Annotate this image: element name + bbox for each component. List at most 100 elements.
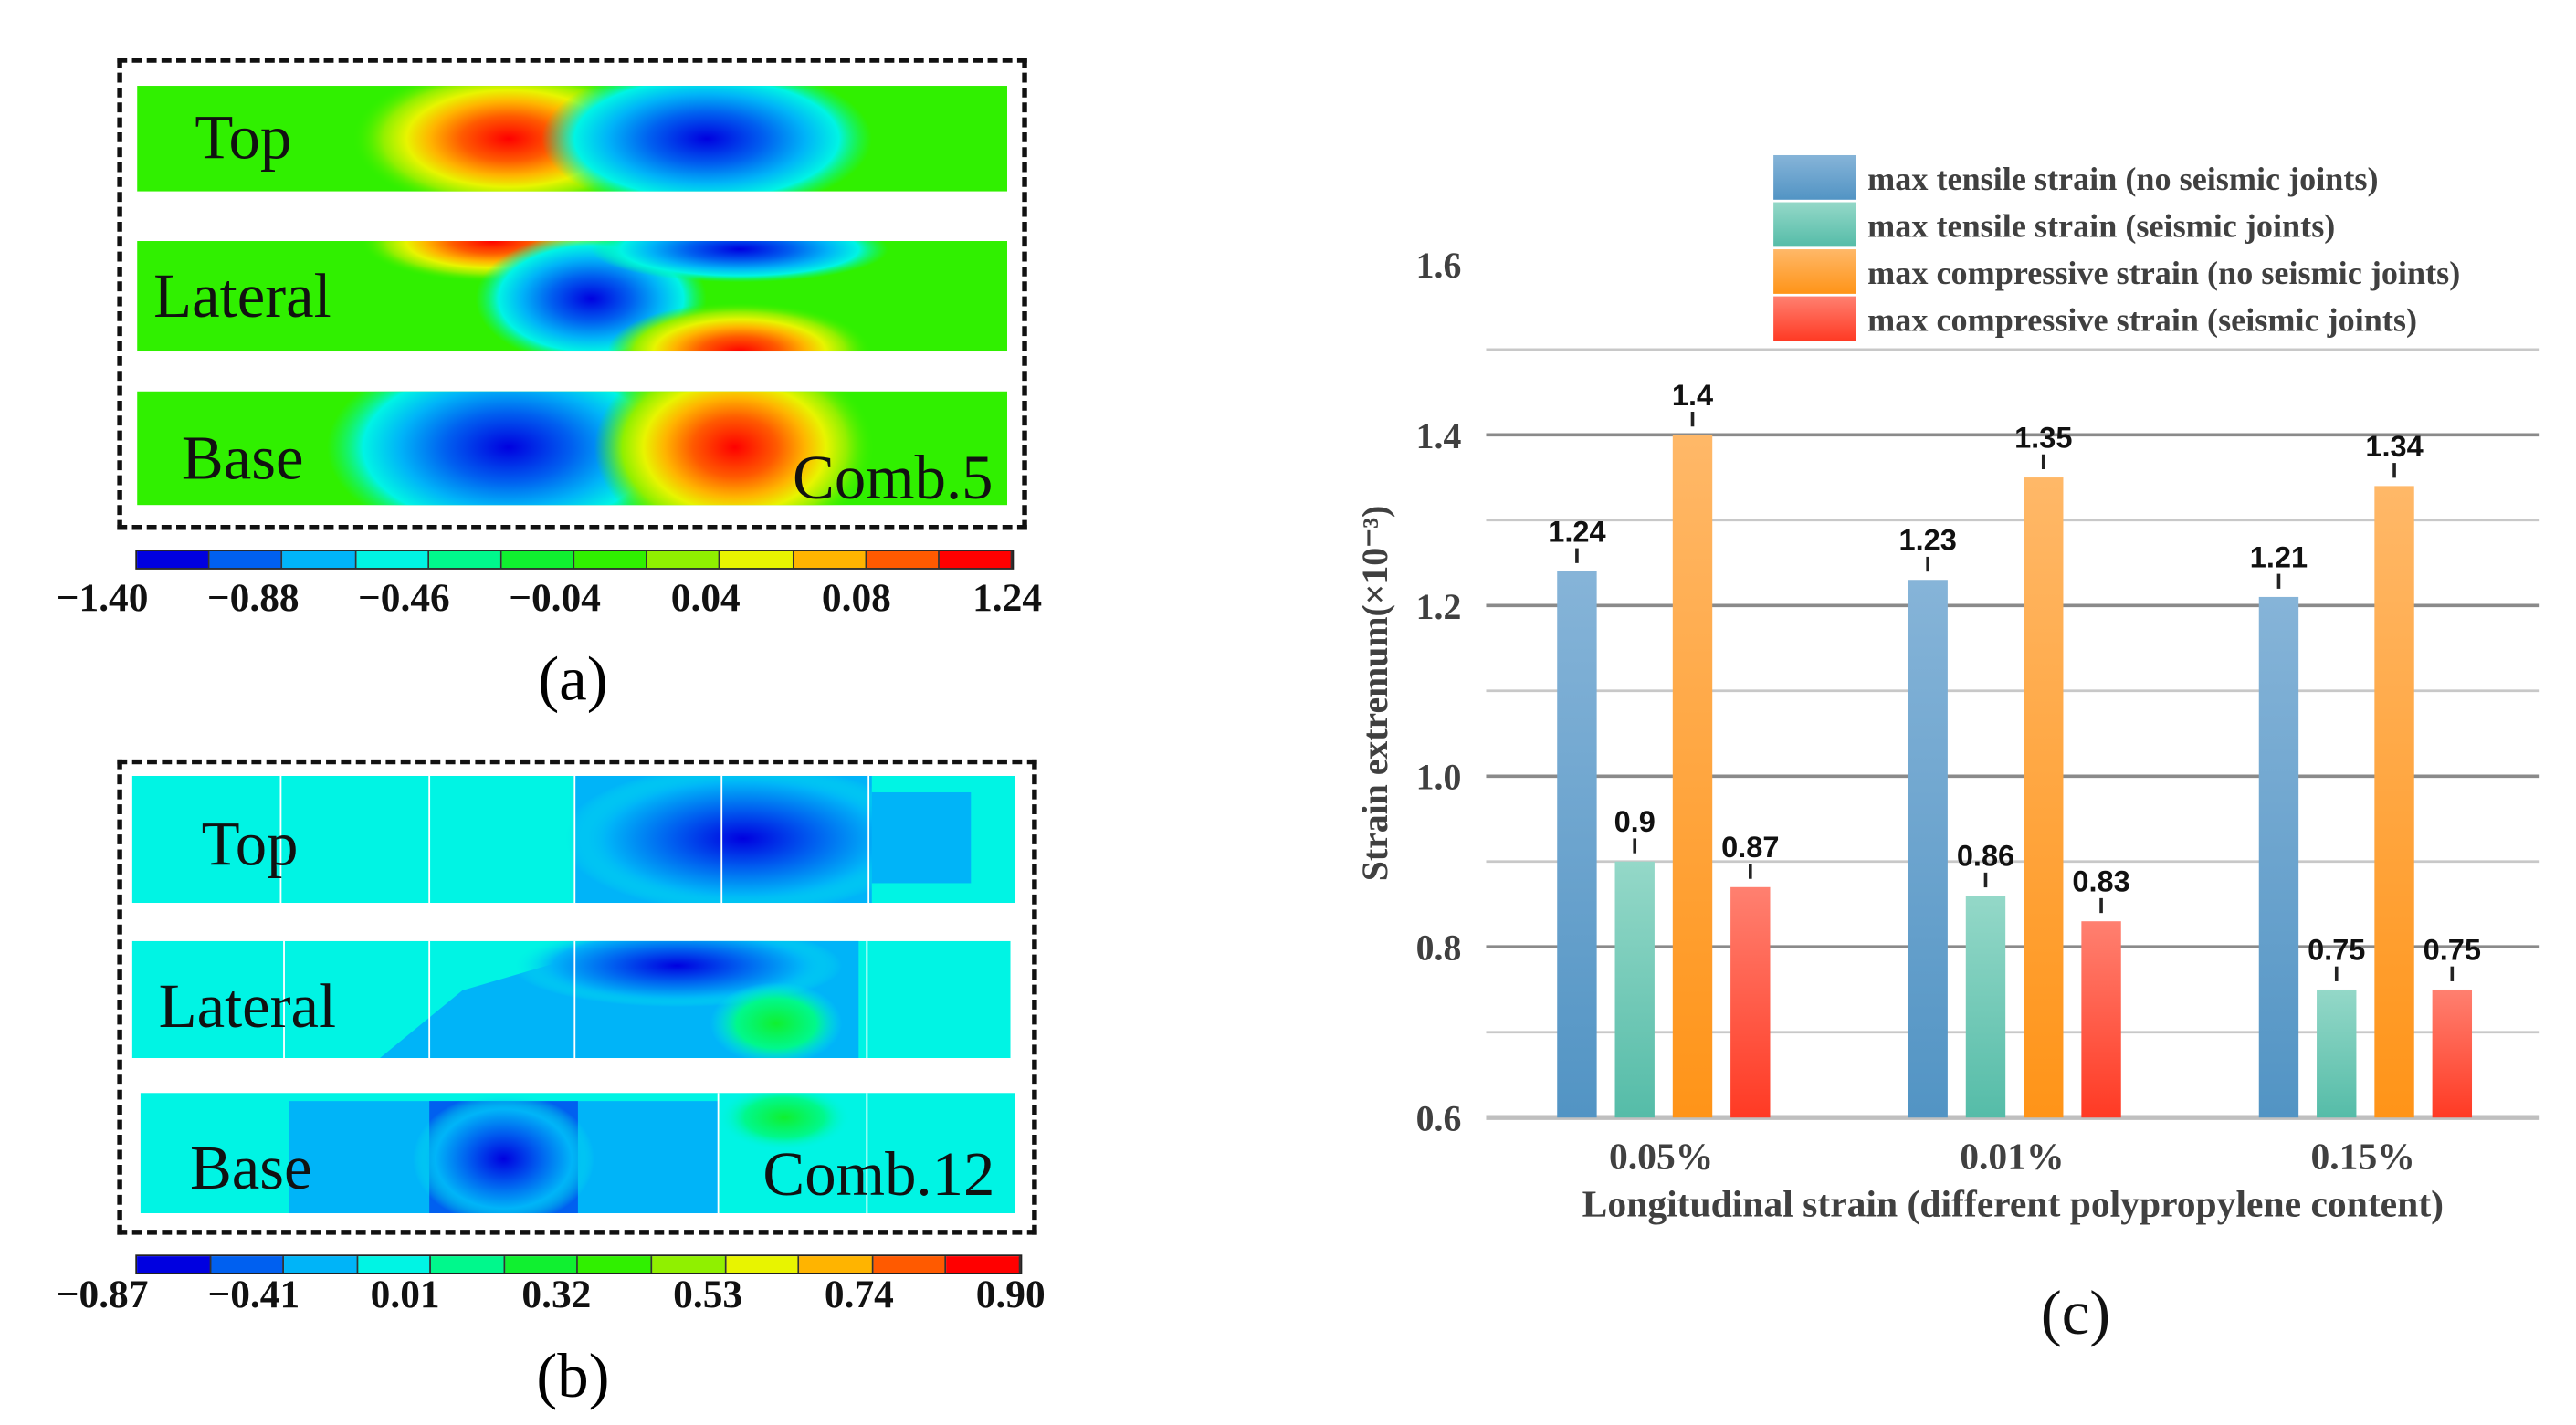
panel-a-label-base: Base — [181, 424, 304, 494]
colorbar-swatch — [501, 550, 575, 569]
legend-swatch — [1773, 202, 1856, 247]
panel-b-strip-top — [131, 775, 1016, 904]
panel-a-label-top: Top — [195, 103, 292, 173]
panel-b-strip-base — [140, 1093, 1016, 1214]
colorbar-swatch — [210, 1256, 285, 1273]
y-tick-label: 1.2 — [1416, 587, 1462, 627]
colorbar-tick-label: 0.74 — [824, 1274, 894, 1318]
x-tick-label: 0.01% — [1960, 1135, 2064, 1177]
colorbar-swatch — [505, 1256, 579, 1273]
colorbar-swatch — [282, 550, 356, 569]
colorbar-swatch — [720, 550, 794, 569]
x-axis-title: Longitudinal strain (different polypropy… — [1582, 1183, 2444, 1226]
bar — [2317, 989, 2357, 1118]
panel-b-combo-label: Comb.12 — [762, 1140, 995, 1210]
colorbar-tick-label: −0.88 — [206, 577, 300, 621]
colorbar-swatch — [873, 1256, 947, 1273]
panel-a-label-lateral: Lateral — [153, 262, 331, 332]
bar — [2432, 989, 2473, 1118]
colorbar-swatch — [431, 1256, 506, 1273]
legend-swatch — [1773, 154, 1856, 200]
legend-label: max tensile strain (no seismic joints) — [1867, 161, 2378, 197]
bar — [2024, 477, 2064, 1118]
panel-a-strip-lateral — [137, 241, 1008, 352]
bar — [2374, 486, 2414, 1118]
colorbar-tick-label: 0.53 — [673, 1274, 743, 1318]
panel-a-colorbar — [135, 550, 1015, 570]
colorbar-swatch — [799, 1256, 874, 1273]
panel-b-colorbar — [135, 1254, 1023, 1275]
panel-a-caption: (a) — [538, 645, 608, 715]
colorbar-swatch — [647, 550, 721, 569]
colorbar-tick-label: −0.87 — [56, 1274, 149, 1318]
panel-a-combo-label: Comb.5 — [792, 444, 994, 514]
chart-caption: (c) — [2041, 1278, 2110, 1347]
data-label: 1.35 — [2014, 422, 2072, 455]
data-label: 1.4 — [1672, 379, 1713, 412]
bar — [1730, 886, 1771, 1118]
panel-b-caption: (b) — [536, 1342, 610, 1412]
colorbar-swatch — [652, 1256, 726, 1273]
data-label: 1.24 — [1548, 515, 1605, 548]
colorbar-swatch — [355, 550, 429, 569]
y-tick-label: 1.0 — [1416, 758, 1462, 798]
colorbar-swatch — [209, 550, 283, 569]
panel-b-label-base: Base — [189, 1134, 312, 1204]
colorbar-tick-label: 0.01 — [370, 1274, 440, 1318]
y-tick-label: 1.6 — [1416, 246, 1462, 286]
colorbar-swatch — [866, 550, 940, 569]
data-label: 0.86 — [1957, 840, 2014, 873]
data-label: 1.21 — [2250, 540, 2308, 573]
colorbar-swatch — [578, 1256, 653, 1273]
data-label: 0.83 — [2072, 865, 2129, 898]
x-tick-label: 0.15% — [2311, 1135, 2415, 1177]
colorbar-tick-label: 0.04 — [670, 577, 741, 621]
legend-swatch — [1773, 249, 1856, 294]
legend-label: max tensile strain (seismic joints) — [1867, 207, 2335, 244]
bar — [2081, 921, 2121, 1118]
legend-swatch — [1773, 296, 1856, 341]
data-label: 0.87 — [1721, 831, 1779, 864]
bar — [1557, 571, 1597, 1118]
colorbar-swatch — [284, 1256, 358, 1273]
y-tick-label: 0.6 — [1416, 1099, 1462, 1139]
colorbar-swatch — [725, 1256, 800, 1273]
panel-b-label-lateral: Lateral — [158, 972, 337, 1043]
y-axis-title: Strain extremum(×10⁻³) — [1355, 506, 1395, 882]
bar — [1965, 896, 2006, 1118]
panel-b-frame — [117, 759, 1037, 1235]
bar — [2258, 596, 2299, 1118]
data-label: 0.75 — [2308, 933, 2365, 966]
colorbar-tick-label: −0.46 — [358, 577, 450, 621]
colorbar-tick-label: 0.90 — [975, 1274, 1046, 1318]
bar — [1908, 580, 1948, 1118]
colorbar-tick-label: −0.41 — [207, 1274, 300, 1318]
legend-label: max compressive strain (no seismic joint… — [1867, 255, 2460, 291]
panel-a-strip-base — [137, 391, 1008, 506]
panel-b-strip-lateral — [131, 940, 1011, 1059]
panel-a-strip-top — [137, 86, 1008, 192]
colorbar-swatch — [428, 550, 502, 569]
y-tick-label: 0.8 — [1416, 928, 1462, 969]
colorbar-swatch — [137, 1256, 211, 1273]
data-label: 1.23 — [1899, 524, 1957, 557]
legend-label: max compressive strain (seismic joints) — [1867, 302, 2417, 339]
colorbar-swatch — [357, 1256, 432, 1273]
colorbar-tick-label: −1.40 — [56, 577, 149, 621]
colorbar-swatch — [939, 550, 1013, 569]
x-tick-label: 0.05% — [1609, 1135, 1713, 1177]
y-tick-label: 1.4 — [1416, 416, 1462, 456]
colorbar-swatch — [137, 550, 210, 569]
data-label: 0.75 — [2424, 933, 2481, 966]
data-label: 1.34 — [2365, 430, 2423, 463]
colorbar-swatch — [574, 550, 648, 569]
colorbar-tick-label: 0.08 — [821, 577, 891, 621]
colorbar-swatch — [946, 1256, 1021, 1273]
panel-b-label-top: Top — [201, 810, 299, 880]
bar — [1672, 435, 1713, 1118]
colorbar-tick-label: 1.24 — [973, 577, 1043, 621]
data-label: 0.9 — [1614, 805, 1656, 838]
colorbar-tick-label: 0.32 — [521, 1274, 592, 1318]
bar — [1614, 861, 1655, 1118]
